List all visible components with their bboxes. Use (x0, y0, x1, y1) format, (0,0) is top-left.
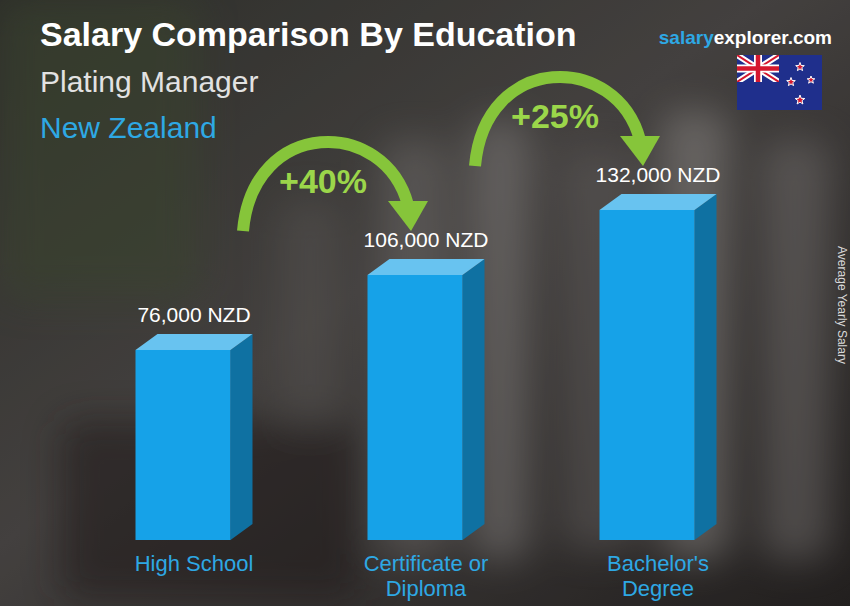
bar (600, 210, 695, 540)
bar-group (136, 334, 253, 540)
source-part: salary (659, 27, 714, 48)
flag-diag-red (737, 55, 779, 82)
bar-top (136, 334, 253, 350)
bar-top (368, 259, 485, 275)
chart-svg: Salary Comparison By Education Plating Ma… (0, 0, 850, 606)
category-line: Diploma (386, 576, 467, 601)
background (0, 0, 850, 606)
chart-root: Salary Comparison By Education Plating Ma… (0, 0, 850, 606)
source-part: explorer.com (714, 27, 832, 48)
category-line: Certificate or (364, 551, 489, 576)
arrow-curve (243, 142, 408, 231)
data-label: 106,000 NZD (364, 228, 489, 251)
flag (737, 55, 822, 110)
y-axis-label: Average Yearly Salary (835, 246, 849, 364)
flag-star (795, 95, 805, 104)
growth-annotation: +25% (511, 97, 599, 135)
bar-top (600, 194, 717, 210)
growth-arrow (475, 77, 660, 166)
bar-side (695, 194, 717, 540)
body: {"chart_data": {"type": "bar", "title": … (0, 0, 850, 606)
arrow-curve (475, 77, 640, 166)
background-dim (0, 0, 850, 606)
category-label: Certificate orDiploma (364, 551, 489, 601)
data-label: 132,000 NZD (596, 163, 721, 186)
growth-annotation: +40% (279, 162, 367, 200)
growth-arrow (243, 142, 428, 231)
flag-cross-red (737, 55, 779, 82)
source: salaryexplorer.com (659, 27, 832, 48)
bar (136, 350, 231, 540)
category-line: Bachelor's (607, 551, 709, 576)
category-line: High School (135, 551, 254, 576)
bar-group (368, 259, 485, 540)
flag-union (737, 55, 779, 82)
bar-group (600, 194, 717, 540)
region: New Zealand (40, 111, 217, 144)
flag-star (787, 78, 796, 86)
flag-star (796, 63, 805, 71)
flag-diag-white (737, 55, 779, 82)
arrow-head (388, 201, 428, 231)
flag-field (737, 55, 822, 110)
category-line: Degree (622, 576, 694, 601)
category-label: High School (135, 551, 254, 576)
bars (136, 194, 717, 540)
title: Salary Comparison By Education (40, 15, 577, 53)
bar-side (231, 334, 253, 540)
subtitle: Plating Manager (40, 65, 258, 98)
bar (368, 275, 463, 540)
page: Chart html, body { margin: 0; padding: 0… (0, 0, 850, 606)
flag-star (807, 76, 815, 83)
flag-cross-white (737, 55, 779, 82)
category-label: Bachelor'sDegree (607, 551, 709, 601)
arrow-head (620, 136, 660, 166)
bar-side (463, 259, 485, 540)
data-label: 76,000 NZD (137, 303, 250, 326)
